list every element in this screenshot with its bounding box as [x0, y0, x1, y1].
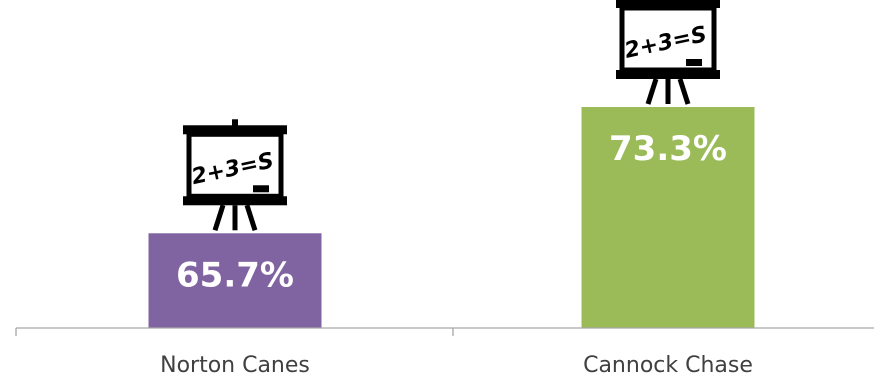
x-axis — [15, 327, 874, 336]
whiteboard-easel-icon: 2+3=S — [183, 119, 287, 232]
value-label: 65.7% — [176, 255, 294, 295]
value-label: 73.3% — [609, 129, 727, 169]
bar — [148, 233, 322, 328]
bars-group: 2+3=S 2+3=S — [148, 0, 755, 328]
category-label: Norton Canes — [160, 353, 310, 377]
category-label: Cannock Chase — [583, 353, 753, 377]
labels-group: 65.7% Norton Canes 73.3% Cannock Chase — [160, 129, 753, 377]
whiteboard-easel-icon: 2+3=S — [616, 0, 720, 105]
bar — [581, 107, 755, 328]
